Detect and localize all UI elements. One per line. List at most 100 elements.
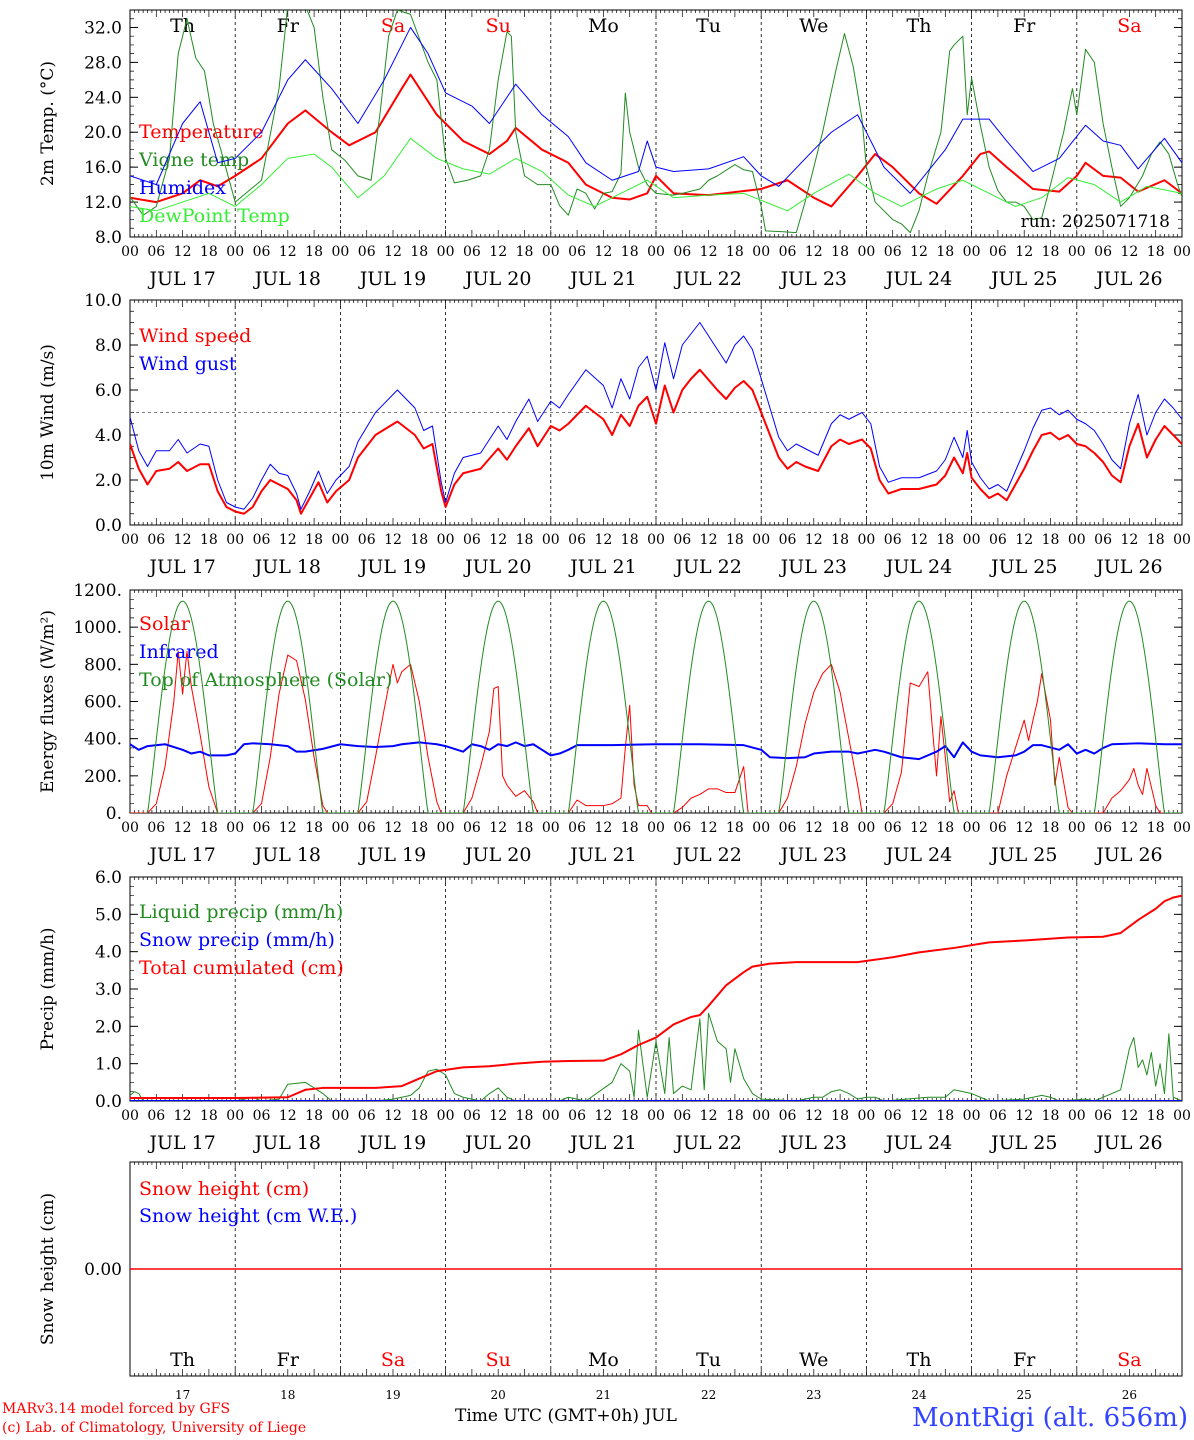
hour-tick-label: 06: [253, 532, 271, 548]
hour-tick-label: 06: [358, 820, 376, 836]
hour-tick-label: 18: [516, 1108, 534, 1124]
hour-tick-label: 18: [1042, 244, 1060, 260]
date-label: JUL 20: [463, 556, 531, 578]
hour-tick-label: 00: [437, 820, 455, 836]
y-tick-label: 6.0: [95, 868, 122, 888]
hour-tick-label: 12: [805, 532, 823, 548]
hour-tick-label: 12: [1015, 244, 1033, 260]
day-name: Fr: [1013, 15, 1036, 37]
day-name: Tu: [696, 15, 721, 37]
day-number: 23: [806, 1388, 821, 1402]
y-tick-label: 600.: [84, 693, 122, 713]
hour-tick-label: 18: [621, 820, 639, 836]
hour-tick-label: 18: [516, 532, 534, 548]
date-label: JUL 17: [147, 268, 215, 290]
hour-tick-label: 06: [779, 532, 797, 548]
hour-tick-label: 00: [1068, 1108, 1086, 1124]
date-label: JUL 19: [358, 1132, 426, 1154]
day-name: Su: [486, 1349, 511, 1371]
hour-tick-label: 18: [410, 820, 428, 836]
day-name: Sa: [381, 15, 405, 37]
y-tick-label: 8.0: [95, 228, 122, 248]
hour-tick-label: 12: [910, 1108, 928, 1124]
day-name: We: [799, 1349, 828, 1371]
y-minor-ticks: [130, 589, 1182, 814]
hour-tick-label: 00: [1173, 820, 1191, 836]
x-ticks: [129, 1162, 1183, 1376]
panel-4: 0.0 1.0 2.0 3.0 4.0 5.0 6.0 Precip (mm/h) 00 06 12…: [38, 868, 1191, 1154]
date-label: JUL 25: [989, 1132, 1057, 1154]
day-name: Sa: [381, 1349, 405, 1371]
hour-tick-label: 06: [989, 820, 1007, 836]
hour-tick-label: 00: [1068, 532, 1086, 548]
hour-tick-label: 06: [673, 244, 691, 260]
hour-tick-label: 12: [1015, 820, 1033, 836]
date-label: JUL 17: [147, 1132, 215, 1154]
hour-tick-label: 18: [410, 532, 428, 548]
date-label: JUL 23: [779, 1132, 847, 1154]
y-axis-label: 2m Temp. (°C): [38, 61, 58, 186]
series-infrared: [130, 741, 1182, 761]
hour-tick-label: 18: [831, 532, 849, 548]
hour-tick-label: 06: [147, 820, 165, 836]
day-name: Th: [907, 15, 932, 37]
hour-tick-label: 12: [489, 244, 507, 260]
hour-tick-label: 00: [121, 1108, 139, 1124]
hour-tick-label: 00: [1068, 820, 1086, 836]
y-tick-label: 6.0: [95, 381, 122, 401]
hour-tick-label: 18: [726, 1108, 744, 1124]
hour-tick-label: 00: [857, 820, 875, 836]
station-name: MontRigi (alt. 656m): [912, 1403, 1188, 1433]
hour-tick-label: 00: [752, 1108, 770, 1124]
hour-tick-label: 06: [568, 1108, 586, 1124]
hour-tick-label: 06: [463, 820, 481, 836]
hour-tick-label: 06: [463, 1108, 481, 1124]
hour-tick-label: 18: [831, 820, 849, 836]
hour-tick-label: 18: [1147, 1108, 1165, 1124]
series-total-cumulated-cm: [130, 894, 1182, 1100]
y-tick-label: 20.0: [84, 123, 122, 143]
hour-tick-label: 00: [226, 820, 244, 836]
y-tick-label: 5.0: [95, 905, 122, 925]
date-label: JUL 19: [358, 556, 426, 578]
series-wind-speed: [130, 368, 1182, 515]
day-name: Th: [907, 1349, 932, 1371]
hour-tick-label: 12: [805, 1108, 823, 1124]
hour-tick-label: 12: [489, 820, 507, 836]
day-name: Th: [170, 15, 195, 37]
y-tick-label: 3.0: [95, 980, 122, 1000]
hour-tick-label: 06: [884, 532, 902, 548]
legend-vigne-temp: Vigne temp: [138, 149, 249, 171]
hour-tick-label: 18: [726, 244, 744, 260]
y-tick-label: 1000.: [73, 618, 122, 638]
y-axis-label: Snow height (cm): [38, 1193, 58, 1345]
hour-tick-label: 12: [700, 820, 718, 836]
hour-tick-label: 18: [1042, 532, 1060, 548]
hour-tick-label: 00: [542, 532, 560, 548]
hour-tick-label: 18: [305, 820, 323, 836]
hour-tick-label: 12: [1120, 1108, 1138, 1124]
hour-tick-label: 12: [1120, 820, 1138, 836]
hour-tick-label: 18: [410, 244, 428, 260]
date-label: JUL 21: [568, 268, 636, 290]
date-label: JUL 23: [779, 556, 847, 578]
hour-tick-label: 18: [200, 532, 218, 548]
y-tick-label: 0.0: [95, 1092, 122, 1112]
hour-tick-label: 06: [147, 1108, 165, 1124]
series-wind-gust: [130, 322, 1182, 510]
date-label: JUL 21: [568, 556, 636, 578]
hour-tick-label: 12: [594, 244, 612, 260]
y-tick-label: 4.0: [95, 943, 122, 963]
hour-tick-label: 06: [1094, 1108, 1112, 1124]
hour-tick-label: 06: [253, 820, 271, 836]
hour-tick-label: 18: [621, 532, 639, 548]
panel-frame: [129, 589, 1183, 814]
day-name: Sa: [1117, 1349, 1141, 1371]
hour-tick-label: 00: [121, 244, 139, 260]
day-name: Tu: [696, 1349, 721, 1371]
hour-tick-label: 12: [279, 1108, 297, 1124]
day-name: Fr: [277, 1349, 300, 1371]
hour-tick-label: 00: [963, 532, 981, 548]
day-name: Mo: [588, 1349, 619, 1371]
hour-tick-label: 12: [805, 244, 823, 260]
